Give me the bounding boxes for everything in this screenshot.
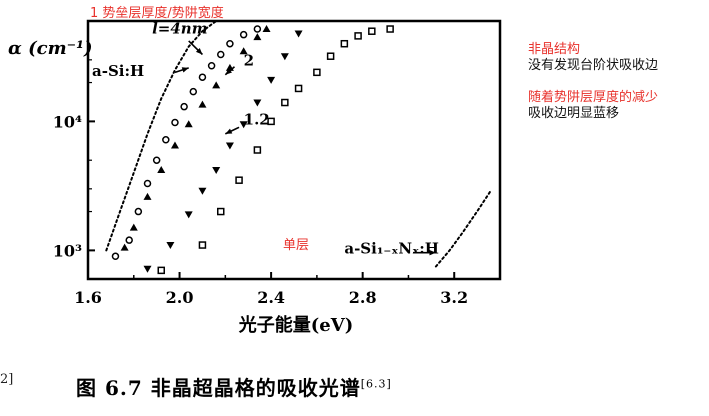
data-point-square	[340, 39, 349, 48]
data-point-square	[354, 32, 362, 40]
x-tick-label: 2.8	[349, 288, 377, 307]
figure-caption: 图 6.7 非晶超晶格的吸收光谱[6.3]	[76, 372, 392, 401]
data-point-triangle-up	[239, 47, 248, 55]
data-point-triangle-down	[267, 76, 276, 84]
arrow-asi-h-head	[181, 67, 189, 73]
data-point-triangle-up	[157, 165, 166, 173]
y-tick-label: 10³	[53, 241, 82, 260]
label-l4nm: l=4nm	[152, 20, 207, 38]
data-point-triangle-down	[166, 242, 175, 250]
data-point-triangle-down	[280, 53, 289, 61]
data-point-square	[157, 266, 165, 275]
data-point-triangle-down	[294, 30, 303, 38]
data-point-circle	[134, 207, 143, 216]
data-point-circle	[152, 156, 161, 164]
data-point-triangle-down	[212, 166, 221, 174]
data-point-triangle-up	[129, 223, 138, 231]
label-sinx: a-Si₁₋ₓNₓ:H	[344, 239, 439, 257]
label-1-2nm: 1.2	[244, 110, 270, 128]
axis-ticks	[87, 59, 456, 279]
data-point-circle	[180, 102, 188, 111]
data-point-triangle-up	[120, 243, 129, 251]
x-axis-label: 光子能量(eV)	[238, 314, 353, 336]
data-point-triangle-up	[253, 33, 262, 41]
data-point-circle	[198, 73, 207, 81]
data-point-circle	[143, 179, 152, 188]
data-point-triangle-down	[184, 211, 193, 219]
x-tick-label: 2.0	[166, 288, 194, 307]
annotation-well-decrease: 随着势阱层厚度的减少	[528, 90, 659, 105]
annotation-top-label: 1 势垒层厚度/势阱宽度	[90, 6, 224, 21]
data-point-triangle-up	[198, 100, 207, 108]
data-point-circle	[171, 118, 179, 127]
data-point-triangle-down	[198, 187, 207, 195]
data-marks	[105, 20, 492, 275]
data-point-circle	[226, 39, 234, 48]
arrow-2nm-head	[225, 68, 232, 75]
plot-frame	[86, 19, 502, 281]
data-point-square	[235, 176, 243, 184]
x-tick-label: 1.6	[74, 288, 102, 307]
annotation-amorphous-structure: 非晶结构	[528, 42, 581, 57]
caption-ref: [6.3]	[360, 377, 392, 391]
data-point-square	[198, 241, 207, 249]
label-2nm: 2	[244, 52, 254, 70]
data-point-triangle-up	[212, 81, 221, 89]
annotation-monolayer: 单层	[283, 238, 310, 253]
label-asi-h: a-Si:H	[92, 62, 144, 80]
series-line	[434, 189, 492, 268]
data-point-triangle-down	[253, 99, 262, 107]
y-axis-label: α (cm⁻¹)	[8, 38, 93, 59]
data-point-square	[368, 27, 376, 35]
data-point-triangle-up	[143, 192, 152, 200]
data-point-triangle-up	[170, 141, 179, 149]
data-point-square	[217, 207, 225, 216]
data-point-triangle-down	[239, 121, 248, 129]
annotation-blue-shift: 吸收边明显蓝移	[528, 106, 620, 121]
caption-left-fragment: 2]	[0, 372, 14, 387]
data-point-triangle-down	[143, 265, 152, 273]
caption-text: 图 6.7 非晶超晶格的吸收光谱	[76, 376, 361, 400]
arrow-l4nm-head	[195, 48, 203, 55]
x-tick-label: 3.2	[440, 288, 468, 307]
data-point-square	[267, 117, 275, 126]
data-point-square	[281, 98, 289, 107]
arrow-sinx-head	[429, 249, 436, 256]
y-tick-label: 10⁴	[53, 112, 82, 131]
data-point-circle	[111, 252, 120, 261]
data-point-circle	[253, 25, 262, 33]
data-point-square	[294, 84, 303, 93]
series-line	[105, 20, 218, 252]
data-point-triangle-up	[262, 25, 271, 33]
data-point-square	[253, 146, 262, 154]
data-point-square	[326, 52, 335, 60]
data-point-circle	[207, 61, 216, 70]
x-tick-label: 2.4	[257, 288, 285, 307]
data-point-square	[313, 68, 321, 77]
data-point-triangle-up	[184, 120, 193, 128]
data-point-circle	[217, 50, 225, 59]
data-point-triangle-down	[225, 142, 234, 150]
data-point-square	[386, 25, 394, 33]
data-point-circle	[239, 30, 248, 39]
arrow-1-2nm-head	[225, 128, 233, 134]
axis-labels: 1.6 2.0 2.4 2.8 3.2 10³ 10⁴ 光子能量(eV) α (cm⁻¹) l=4…	[8, 20, 468, 336]
data-point-circle	[162, 136, 170, 144]
data-point-circle	[189, 87, 198, 96]
data-point-circle	[125, 236, 133, 244]
annotation-no-step-edge: 没有发现台阶状吸收边	[528, 58, 659, 73]
